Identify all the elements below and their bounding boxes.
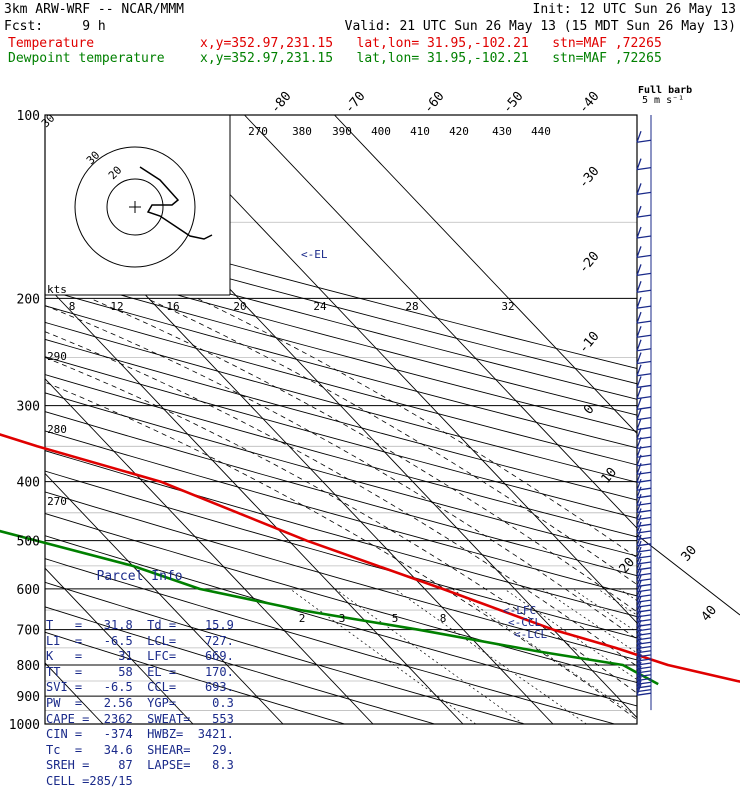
mixing-ratio-label: 8 [69, 300, 76, 313]
wind-barb [637, 290, 651, 292]
wind-barb [637, 140, 651, 142]
level-annotation: <-CCL [508, 616, 541, 629]
wind-barb [637, 349, 651, 351]
isotherm-tick-label: -20 [576, 249, 603, 277]
isotherm-tick-label: -50 [500, 89, 527, 117]
mixing-ratio-label: 32 [501, 300, 514, 313]
dry-adiabat-label: 440 [531, 125, 551, 138]
dry-adiabat-label: 290 [47, 350, 67, 363]
dry-adiabat-label: 270 [47, 495, 67, 508]
wind-barb [637, 255, 651, 257]
isotherm-tick-label: 20 [617, 555, 639, 577]
parcel-info-row: TT = 58 EL = 170. [46, 665, 233, 681]
mixing-ratio-label: 24 [313, 300, 327, 313]
isotherm-tick-label: -30 [576, 164, 603, 192]
dry-adiabat-label: 380 [292, 125, 312, 138]
mixing-ratio-label: 3 [339, 612, 346, 625]
wind-barb [637, 335, 651, 337]
dry-adiabat-label: 430 [492, 125, 512, 138]
dry-adiabat-label: 420 [449, 125, 469, 138]
wind-barb [637, 374, 651, 376]
mixing-ratio-label: 12 [110, 300, 123, 313]
wind-barb [637, 446, 651, 448]
parcel-info-row: CELL =285/15 [46, 774, 233, 790]
parcel-info-row: SREH = 87 LAPSE= 8.3 [46, 758, 233, 774]
dry-adiabat-label: 280 [47, 423, 67, 436]
pressure-tick-label: 500 [17, 535, 40, 550]
wind-barb [637, 215, 651, 217]
isotherm-tick-label: -70 [342, 89, 369, 117]
wind-barb [637, 385, 651, 387]
wind-barb [637, 236, 651, 238]
dry-adiabat-label: 410 [410, 125, 430, 138]
wind-barb [637, 306, 651, 308]
mixing-ratio-label: 5 [392, 612, 399, 625]
wind-barb [637, 464, 651, 466]
wind-barb [637, 321, 651, 323]
parcel-info-title: Parcel Info [46, 569, 233, 585]
wind-barb [637, 428, 651, 430]
wind-barb [637, 437, 651, 439]
wind-barb [637, 192, 651, 194]
pressure-tick-label: 800 [17, 659, 40, 674]
mixing-ratio-label: 8 [440, 612, 447, 625]
lower-right-mask [637, 535, 740, 740]
pressure-tick-label: 200 [17, 292, 40, 307]
hodograph-kts-label: kts [47, 283, 67, 296]
isotherm-tick-label: -80 [268, 89, 295, 117]
wind-barb [637, 397, 651, 399]
wind-barb [637, 273, 651, 275]
mixing-ratio-label: 2 [299, 612, 306, 625]
isotherm-tick-label: -60 [421, 89, 448, 117]
mixing-ratio-label: 28 [405, 300, 418, 313]
mixing-ratio-label: 16 [166, 300, 179, 313]
mixing-ratio-line [290, 589, 476, 724]
isotherm-tick-label: -10 [576, 329, 603, 357]
isotherm-tick-label: -40 [576, 89, 603, 117]
mixing-ratio-line [395, 589, 587, 724]
wind-barb [637, 480, 651, 482]
wind-barb [637, 488, 651, 490]
pressure-tick-label: 300 [17, 400, 40, 415]
isotherm-tick-label: 10 [599, 465, 621, 487]
wind-barb [637, 472, 651, 474]
pressure-tick-label: 700 [17, 624, 40, 639]
isotherm-line [0, 115, 13, 724]
parcel-info-row: T = 31.8 Td = 15.9 [46, 618, 233, 634]
wind-barb [637, 362, 651, 364]
pressure-tick-label: 100 [17, 109, 40, 124]
mixing-ratio-label: 20 [233, 300, 246, 313]
pressure-tick-label: 600 [17, 583, 40, 598]
wind-barb [637, 496, 651, 498]
parcel-info-row: LI = -6.5 LCL= 727. [46, 634, 233, 650]
dry-adiabat-label: 390 [332, 125, 352, 138]
parcel-info-row: K = 31 LFC= 669. [46, 649, 233, 665]
level-annotation: <-LCL [514, 628, 547, 641]
mixing-ratio-line [452, 589, 647, 724]
wind-barb [637, 407, 651, 409]
wind-barb [637, 418, 651, 420]
wind-barb [637, 168, 651, 170]
parcel-info-row: SVI = -6.5 CCL= 693. [46, 680, 233, 696]
parcel-info-row: CIN = -374 HWBZ= 3421. [46, 727, 233, 743]
barb-legend-unit: 5 m s⁻¹ [642, 95, 684, 106]
pressure-tick-label: 400 [17, 476, 40, 491]
dry-adiabat-label: 400 [371, 125, 391, 138]
pressure-tick-label: 1000 [9, 718, 40, 733]
parcel-info-row: Tc = 34.6 SHEAR= 29. [46, 743, 233, 759]
dry-adiabat-label: 270 [248, 125, 268, 138]
isotherm-tick-label: 30 [679, 543, 701, 565]
parcel-info-row: CAPE = 2362 SWEAT= 553 [46, 712, 233, 728]
pressure-tick-label: 900 [17, 690, 40, 705]
parcel-info-row: PW = 2.56 YGP= 0.3 [46, 696, 233, 712]
wind-barb [637, 455, 651, 457]
level-annotation: <-EL [301, 248, 328, 261]
